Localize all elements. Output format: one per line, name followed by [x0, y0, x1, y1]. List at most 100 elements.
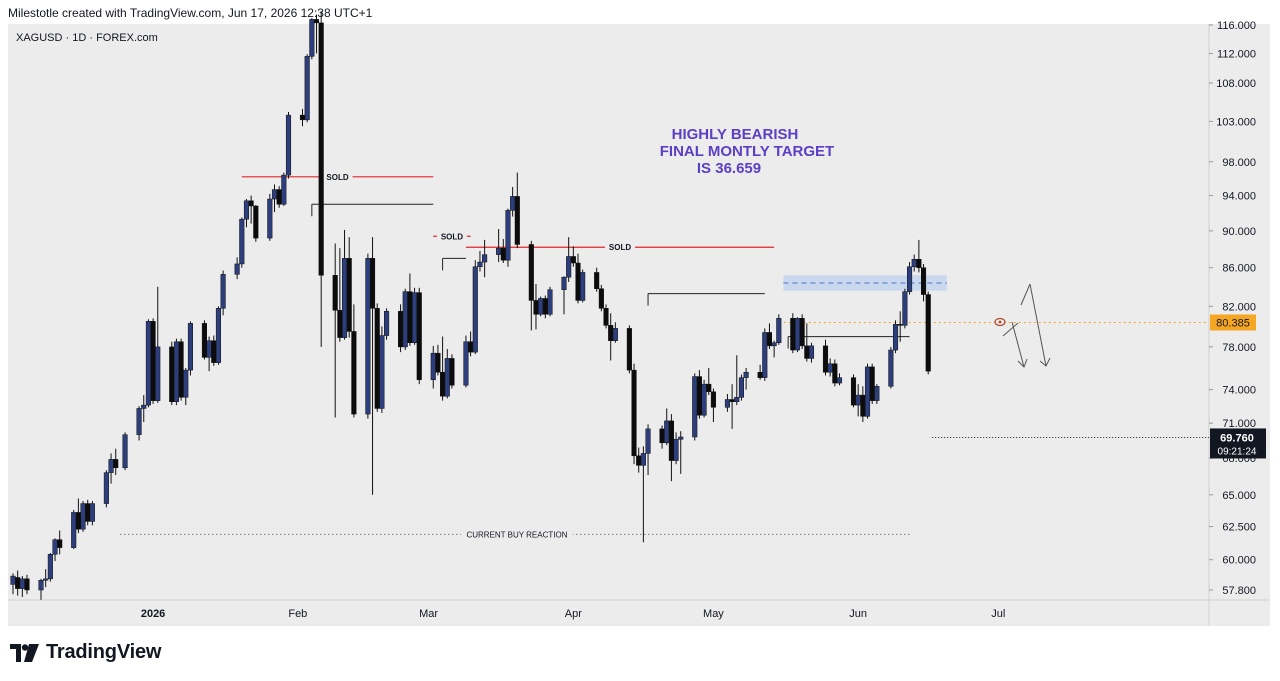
candle-body: [538, 298, 544, 315]
candle: [187, 321, 193, 376]
candle: [743, 367, 749, 390]
candle-body: [598, 288, 604, 309]
candle: [173, 338, 179, 406]
candle-body: [594, 272, 600, 289]
candle-body: [449, 358, 455, 386]
chart-attribution: Milestotle created with TradingView.com,…: [8, 6, 373, 20]
candle: [206, 336, 212, 372]
candle-body: [921, 267, 927, 295]
candle: [341, 229, 348, 340]
candle: [603, 304, 609, 329]
level-label: SOLD: [441, 232, 463, 241]
candle: [575, 253, 581, 304]
candle-body: [673, 439, 679, 461]
candle-body: [757, 372, 763, 378]
y-tick-label: 98.000: [1222, 157, 1256, 169]
candle-body: [52, 539, 58, 555]
candle: [449, 354, 455, 389]
candle: [75, 498, 81, 534]
candle: [542, 295, 548, 319]
candle: [832, 359, 838, 387]
candle: [822, 339, 829, 376]
projection-arrow-4: [1020, 283, 1031, 306]
candle-body: [145, 321, 151, 406]
candle-body: [318, 22, 324, 276]
candle: [636, 447, 642, 473]
candle-body: [38, 579, 44, 591]
y-tick-label: 57.800: [1222, 585, 1256, 597]
candle-body: [640, 453, 646, 466]
candle-body: [874, 386, 880, 401]
candle-body: [678, 436, 684, 440]
candle: [43, 569, 49, 588]
candle: [729, 384, 735, 429]
candle: [701, 379, 707, 418]
candle: [533, 283, 539, 330]
candle: [145, 319, 151, 408]
candle-body: [500, 247, 506, 261]
candle-body: [902, 291, 908, 326]
candle: [402, 288, 408, 351]
candle: [136, 406, 142, 441]
candle-body: [701, 383, 707, 416]
candle: [514, 172, 520, 249]
candle: [496, 229, 502, 263]
candle: [766, 323, 773, 349]
candle: [659, 425, 665, 449]
candle-body: [173, 341, 179, 402]
candle-body: [10, 575, 16, 585]
candle: [313, 14, 320, 54]
candle-body: [645, 428, 651, 454]
candle-body: [155, 346, 161, 401]
projection-arrow-2-head: [1039, 357, 1051, 367]
price-marker-label: 80.385: [1216, 317, 1250, 329]
level-label-bg: [460, 528, 573, 541]
candle-body: [631, 369, 637, 457]
candle-body: [332, 275, 338, 311]
candle: [860, 386, 866, 423]
candle: [309, 18, 315, 60]
candle: [724, 393, 730, 412]
candle-body: [832, 363, 838, 384]
candle-body: [169, 346, 175, 402]
candle: [80, 501, 86, 532]
candle: [505, 208, 511, 267]
x-tick-label: Apr: [565, 608, 582, 620]
candle-body: [724, 399, 730, 408]
candle-body: [309, 19, 315, 57]
candle-body: [103, 472, 109, 504]
candle: [10, 573, 16, 595]
y-tick-label: 90.000: [1222, 226, 1256, 238]
y-tick-label: 82.000: [1222, 301, 1256, 313]
candle: [398, 304, 404, 353]
candle-body: [906, 266, 913, 292]
eye-icon[interactable]: [994, 317, 1006, 327]
candle-body: [435, 352, 441, 373]
candle: [706, 367, 712, 396]
candle: [150, 318, 156, 404]
tradingview-brand[interactable]: TradingView: [10, 641, 161, 664]
candle: [631, 363, 637, 465]
candle-body: [542, 298, 548, 315]
symbol-label[interactable]: XAGUSD · 1D · FOREX.com: [16, 32, 158, 44]
candle-body: [75, 512, 81, 530]
candle-body: [575, 262, 581, 301]
candle: [384, 308, 390, 340]
candle: [318, 11, 324, 347]
candle: [580, 269, 586, 303]
candle-body: [276, 189, 282, 205]
candle: [276, 186, 282, 208]
candle-body: [668, 420, 674, 461]
candle: [407, 273, 413, 346]
candle-body: [253, 205, 259, 239]
candle-body: [271, 189, 278, 200]
candle: [299, 108, 306, 127]
candle: [24, 574, 30, 595]
candle-body: [860, 394, 866, 417]
candle-body: [804, 345, 810, 359]
candle: [836, 373, 843, 386]
candle-body: [346, 258, 352, 332]
level-label: CURRENT BUY REACTION: [466, 530, 567, 539]
candle: [271, 184, 278, 213]
